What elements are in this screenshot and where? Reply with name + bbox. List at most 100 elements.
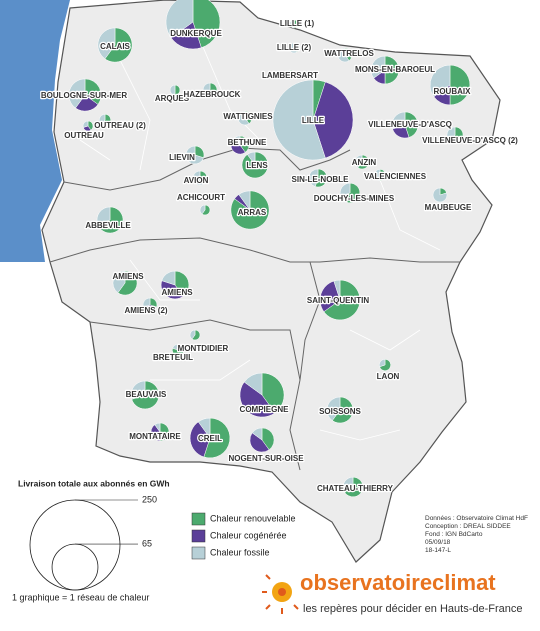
pie-slice bbox=[284, 69, 296, 81]
legend-title: Livraison totale aux abonnés en GWh bbox=[18, 478, 170, 488]
commune-borders bbox=[79, 39, 441, 441]
pie-slice bbox=[203, 417, 231, 459]
pie-slice bbox=[289, 19, 295, 29]
pie-slice bbox=[192, 170, 205, 186]
city-label: DOUCHY-LES-MINES bbox=[314, 194, 395, 203]
pie-slice bbox=[84, 78, 102, 105]
pie-slice bbox=[379, 169, 386, 181]
pie-slice bbox=[117, 270, 138, 296]
pie-slice bbox=[172, 344, 179, 351]
pie-slice bbox=[169, 84, 176, 96]
city-label: ACHICOURT bbox=[177, 193, 225, 202]
size-label: 250 bbox=[142, 494, 157, 504]
pie-slice bbox=[238, 190, 251, 211]
pie-slice bbox=[246, 151, 256, 166]
size-legend: 250 65 bbox=[29, 494, 157, 591]
pie-slice bbox=[99, 114, 106, 125]
pie-slice bbox=[131, 380, 160, 410]
pie-slice bbox=[326, 396, 341, 421]
pie-slice bbox=[97, 27, 116, 60]
city-label: COMPIEGNE bbox=[240, 405, 290, 414]
pie-slice bbox=[230, 135, 241, 146]
department-borders bbox=[49, 147, 460, 471]
pie-slice bbox=[239, 135, 250, 153]
pie-slice bbox=[165, 0, 194, 39]
city-label: AVION bbox=[184, 176, 209, 185]
pie-slice bbox=[101, 114, 111, 126]
labels: DUNKERQUE CALAIS LILLE (1) LILLE (2) WATTREL… bbox=[40, 18, 520, 495]
city-label: MONS-EN-BAROEUL bbox=[355, 65, 435, 74]
city-label: LAMBERSART bbox=[262, 71, 318, 80]
city-label: CALAIS bbox=[100, 42, 130, 51]
city-label: LENS bbox=[246, 161, 268, 170]
pie-slice bbox=[201, 204, 211, 216]
pie-slice bbox=[404, 111, 419, 138]
pie-slice bbox=[191, 329, 201, 341]
credits: Données : Observatoire Climat HdFConcept… bbox=[425, 515, 528, 554]
city-label: WATTIGNIES bbox=[223, 112, 273, 121]
sea bbox=[0, 0, 70, 262]
pie-slice bbox=[249, 432, 270, 453]
pie-slice bbox=[251, 427, 263, 441]
pie-slice bbox=[243, 372, 263, 396]
pie-slice bbox=[288, 42, 298, 54]
pie-slice bbox=[384, 55, 400, 85]
city-label: BETHUNE bbox=[228, 138, 267, 147]
city-label: ABBEVILLE bbox=[85, 221, 131, 230]
legend-swatch bbox=[191, 512, 206, 526]
pie-slice bbox=[189, 329, 196, 340]
credit-line: Conception : DREAL SIDDEE bbox=[425, 523, 511, 530]
city-label: LIEVIN bbox=[169, 153, 195, 162]
legend-item: Chaleur renouvelable bbox=[210, 513, 296, 523]
city-label: AMIENS (2) bbox=[124, 306, 167, 315]
pie-slice bbox=[161, 270, 176, 286]
color-legend: Chaleur renouvelable Chaleur cogénérée Cha… bbox=[191, 512, 296, 560]
city-label: LILLE (2) bbox=[277, 43, 312, 52]
pie-slice bbox=[374, 169, 381, 181]
city-label: OUTREAU bbox=[64, 131, 104, 140]
city-label: VALENCIENNES bbox=[364, 172, 427, 181]
pie-slice bbox=[342, 476, 354, 491]
pie-slice bbox=[159, 422, 170, 442]
pie-slice bbox=[112, 270, 126, 294]
city-label: BOULOGNE-SUR-MER bbox=[41, 91, 127, 100]
pie-slice bbox=[172, 344, 184, 356]
city-label: HAZEBROUCK bbox=[184, 90, 241, 99]
pie-slice bbox=[202, 82, 211, 96]
pie-slice bbox=[272, 79, 326, 161]
pie-slice bbox=[323, 279, 361, 321]
pie-slice bbox=[319, 280, 341, 313]
city-label: SOISSONS bbox=[319, 407, 361, 416]
pie-slice bbox=[429, 64, 451, 98]
pie-slice bbox=[68, 78, 86, 109]
city-label: BEAUVAIS bbox=[126, 390, 167, 399]
pie-slice bbox=[150, 424, 161, 442]
city-label: WATTRELOS bbox=[324, 49, 374, 58]
pie-slice bbox=[104, 27, 133, 63]
pie-slice bbox=[446, 126, 456, 142]
pie-slice bbox=[96, 206, 111, 225]
logo-icon bbox=[262, 574, 299, 614]
pie-slice bbox=[333, 279, 341, 301]
pie-slice bbox=[391, 111, 406, 130]
size-circle bbox=[51, 543, 99, 591]
city-label: AMIENS bbox=[112, 272, 144, 281]
city-label: CREIL bbox=[198, 434, 222, 443]
pie-slice bbox=[449, 64, 471, 106]
credit-line: 18-147-L bbox=[425, 547, 451, 554]
pie-slice bbox=[189, 421, 211, 458]
legend-note: 1 graphique = 1 réseau de chaleur bbox=[12, 592, 149, 602]
pie-slice bbox=[312, 81, 354, 159]
pie-slice bbox=[331, 396, 354, 424]
pie-slice bbox=[174, 270, 190, 297]
city-label: LAON bbox=[377, 372, 400, 381]
city-label: DUNKERQUE bbox=[170, 29, 222, 38]
size-circle bbox=[29, 499, 121, 591]
city-label: MONTATAIRE bbox=[129, 432, 181, 441]
city-label: CHATEAU-THIERRY bbox=[317, 484, 394, 493]
city-label: SAINT-QUENTIN bbox=[307, 296, 369, 305]
city-label: VILLENEUVE-D'ASCQ bbox=[368, 120, 452, 129]
pie-slice bbox=[199, 204, 206, 215]
pie-slice bbox=[432, 187, 448, 203]
